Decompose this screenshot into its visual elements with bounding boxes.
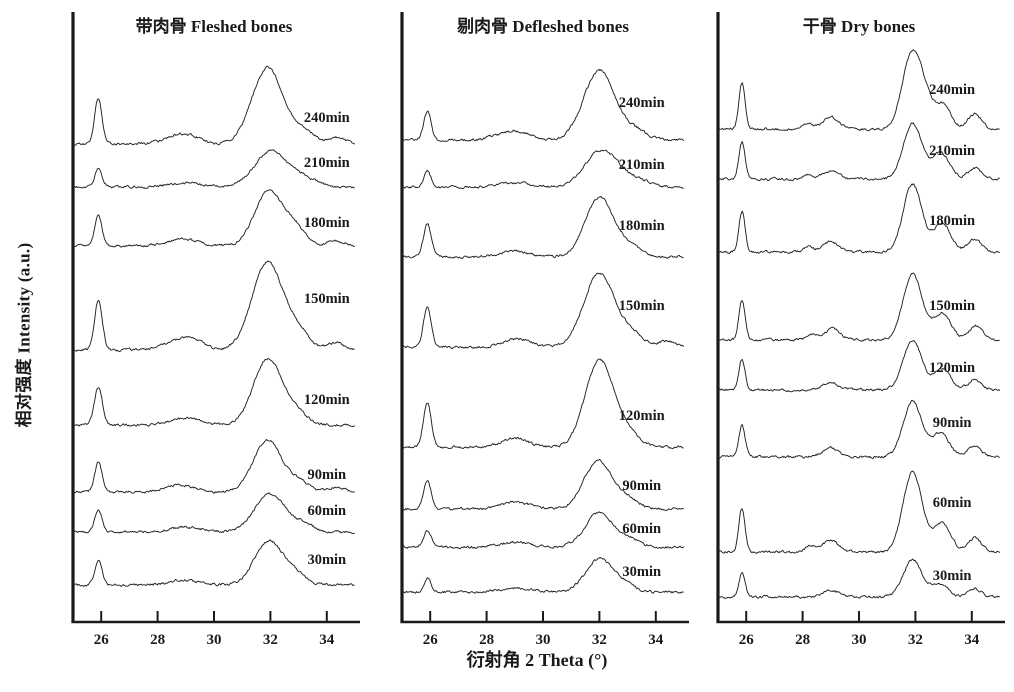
xrd-curve-180min <box>72 189 355 248</box>
x-tick-label: 26 <box>423 632 439 648</box>
x-tick-label: 28 <box>479 632 494 648</box>
curve-time-label: 210min <box>304 155 350 171</box>
x-tick-label: 34 <box>319 632 335 648</box>
xrd-curve-120min <box>401 358 684 450</box>
xrd-curve-210min <box>72 149 355 189</box>
xrd-curve-180min <box>717 183 1000 255</box>
curve-time-label: 210min <box>929 143 975 159</box>
curve-time-label: 30min <box>622 564 661 580</box>
xrd-curve-30min <box>717 558 1000 599</box>
curve-time-label: 180min <box>929 213 975 229</box>
curve-time-label: 240min <box>304 110 350 126</box>
x-axis-label: 衍射角 2 Theta (°) <box>466 650 608 670</box>
x-tick-label: 32 <box>263 632 278 648</box>
x-tick-label: 26 <box>739 632 755 648</box>
xrd-curve-120min <box>72 357 356 427</box>
xrd-curve-120min <box>717 340 1001 393</box>
curve-time-label: 210min <box>619 157 665 173</box>
curve-time-label: 90min <box>622 478 661 494</box>
xrd-curve-30min <box>401 556 684 594</box>
curve-time-label: 60min <box>933 495 972 511</box>
curve-time-label: 240min <box>929 82 975 98</box>
curve-time-label: 150min <box>619 298 665 314</box>
xrd-curve-60min <box>401 511 685 550</box>
x-tick-label: 30 <box>207 632 222 648</box>
x-tick-label: 32 <box>908 632 923 648</box>
curve-time-label: 30min <box>933 568 972 584</box>
x-tick-label: 32 <box>592 632 607 648</box>
x-tick-label: 26 <box>94 632 110 648</box>
xrd-panel-3: 26 28 30 32 34 干骨 Dry bones 240min 210min 180min… <box>716 12 1005 648</box>
panel-title: 干骨 Dry bones <box>803 17 916 36</box>
curve-time-label: 180min <box>619 218 665 234</box>
xrd-curve-60min <box>717 470 1001 554</box>
xrd-curve-90min <box>401 459 684 511</box>
panel-title: 带肉骨 Fleshed bones <box>136 16 293 36</box>
xrd-curve-240min <box>72 65 355 146</box>
curve-time-label: 120min <box>619 408 665 424</box>
x-tick-label: 34 <box>648 632 664 648</box>
curve-time-label: 120min <box>929 360 975 376</box>
xrd-curve-210min <box>401 149 684 190</box>
curve-time-label: 90min <box>307 467 346 483</box>
curve-time-label: 60min <box>307 503 346 519</box>
x-tick-label: 30 <box>852 632 867 648</box>
x-tick-label: 28 <box>150 632 165 648</box>
curve-time-label: 90min <box>933 415 972 431</box>
x-tick-label: 28 <box>795 632 810 648</box>
xrd-curve-30min <box>72 539 355 587</box>
xrd-panel-1: 26 28 30 32 34 带肉骨 Fleshed bones 240min 210min 1… <box>71 12 360 648</box>
xrd-curve-240min <box>717 49 1000 132</box>
curve-time-label: 180min <box>304 215 350 231</box>
xrd-curve-150min <box>401 272 685 349</box>
xrd-curve-180min <box>401 195 684 259</box>
curve-time-label: 150min <box>929 298 975 314</box>
panel-title: 剔肉骨 Defleshed bones <box>456 16 629 36</box>
xrd-curve-60min <box>72 492 355 535</box>
x-tick-label: 30 <box>536 632 551 648</box>
xrd-curve-150min <box>717 272 1000 342</box>
curve-time-label: 120min <box>304 392 350 408</box>
curve-time-label: 60min <box>622 521 661 537</box>
xrd-curve-240min <box>401 68 685 142</box>
x-tick-label: 34 <box>964 632 980 648</box>
curve-time-label: 240min <box>619 95 665 111</box>
xrd-curve-90min <box>718 399 1000 460</box>
xrd-curve-150min <box>72 260 355 352</box>
curve-time-label: 30min <box>307 552 346 568</box>
xrd-curve-210min <box>717 122 1000 182</box>
xrd-panel-2: 26 28 30 32 34 剔肉骨 Defleshed bones 240min 210mi… <box>400 12 689 648</box>
xrd-curve-90min <box>72 438 355 494</box>
curve-time-label: 150min <box>304 291 350 307</box>
